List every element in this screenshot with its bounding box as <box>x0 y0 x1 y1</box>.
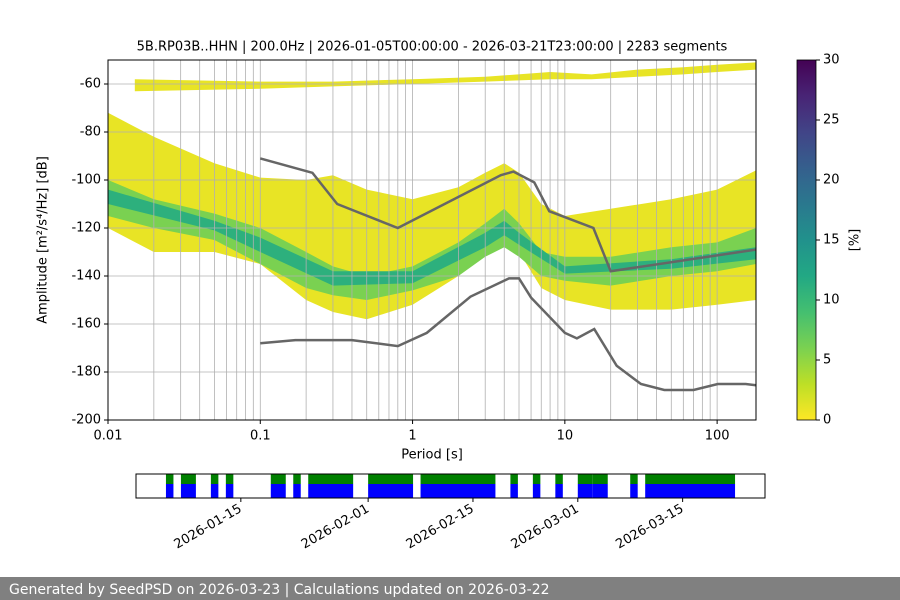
coverage-data <box>577 484 593 498</box>
coverage-data <box>225 484 234 498</box>
coverage-used <box>645 474 736 484</box>
colorbar-tick-label: 0 <box>823 413 831 428</box>
y-tick-label: -120 <box>71 221 101 236</box>
coverage-used <box>210 474 219 484</box>
coverage-used <box>293 474 301 484</box>
coverage-used <box>165 474 174 484</box>
colorbar-tick-label: 30 <box>823 53 840 68</box>
coverage-data <box>532 484 541 498</box>
coverage-used <box>592 474 608 484</box>
plot-frame <box>107 59 757 421</box>
y-tick-label: -60 <box>80 77 101 92</box>
coverage-data <box>210 484 219 498</box>
colorbar-tick-label: 25 <box>823 113 840 128</box>
coverage-data <box>368 484 414 498</box>
x-tick-label: 10 <box>557 429 574 444</box>
x-tick-label: 0.1 <box>250 429 271 444</box>
coverage-used <box>368 474 414 484</box>
noise-model-line <box>259 157 756 273</box>
colorbar-tick-label: 10 <box>823 293 840 308</box>
coverage-used <box>510 474 518 484</box>
density-band <box>108 189 756 286</box>
coverage-data <box>180 484 196 498</box>
coverage-used <box>270 474 286 484</box>
y-tick-label: -160 <box>71 317 101 332</box>
coverage-used <box>180 474 196 484</box>
coverage-data <box>165 484 174 498</box>
coverage-data <box>420 484 496 498</box>
coverage-data <box>270 484 286 498</box>
plot-area <box>108 60 756 420</box>
y-tick-label: -80 <box>80 125 101 140</box>
coverage-used <box>225 474 234 484</box>
coverage-data <box>308 484 354 498</box>
coverage-data <box>645 484 736 498</box>
x-tick-label: 1 <box>408 429 416 444</box>
footer-text: Generated by SeedPSD on 2026-03-23 | Cal… <box>9 582 550 598</box>
coverage-used <box>532 474 541 484</box>
colorbar-tick-label: 5 <box>823 353 831 368</box>
footer-bar <box>0 577 900 600</box>
y-tick-label: -180 <box>71 365 101 380</box>
noise-model-line <box>260 277 756 392</box>
x-tick-label: 100 <box>705 429 730 444</box>
coverage-used <box>420 474 496 484</box>
coverage-data <box>592 484 608 498</box>
coverage-used <box>577 474 593 484</box>
coverage-used <box>555 474 563 484</box>
y-tick-label: -140 <box>71 269 101 284</box>
timeline-frame <box>135 473 766 499</box>
colorbar <box>796 59 817 421</box>
coverage-data <box>510 484 518 498</box>
colorbar-label: [%] <box>848 229 863 252</box>
y-tick-label: -200 <box>71 413 101 428</box>
coverage-data <box>555 484 563 498</box>
coverage-used <box>308 474 354 484</box>
coverage-used <box>630 474 638 484</box>
x-tick-label: 0.01 <box>94 429 123 444</box>
y-axis-label: Amplitude [m²/s⁴/Hz] [dB] <box>36 156 51 324</box>
coverage-data <box>293 484 301 498</box>
colorbar-tick-label: 15 <box>823 233 840 248</box>
y-tick-label: -100 <box>71 173 101 188</box>
x-axis-label: Period [s] <box>401 448 463 463</box>
colorbar-tick-label: 20 <box>823 173 840 188</box>
chart-title: 5B.RP03B..HHN | 200.0Hz | 2026-01-05T00:… <box>137 40 728 55</box>
coverage-data <box>630 484 638 498</box>
